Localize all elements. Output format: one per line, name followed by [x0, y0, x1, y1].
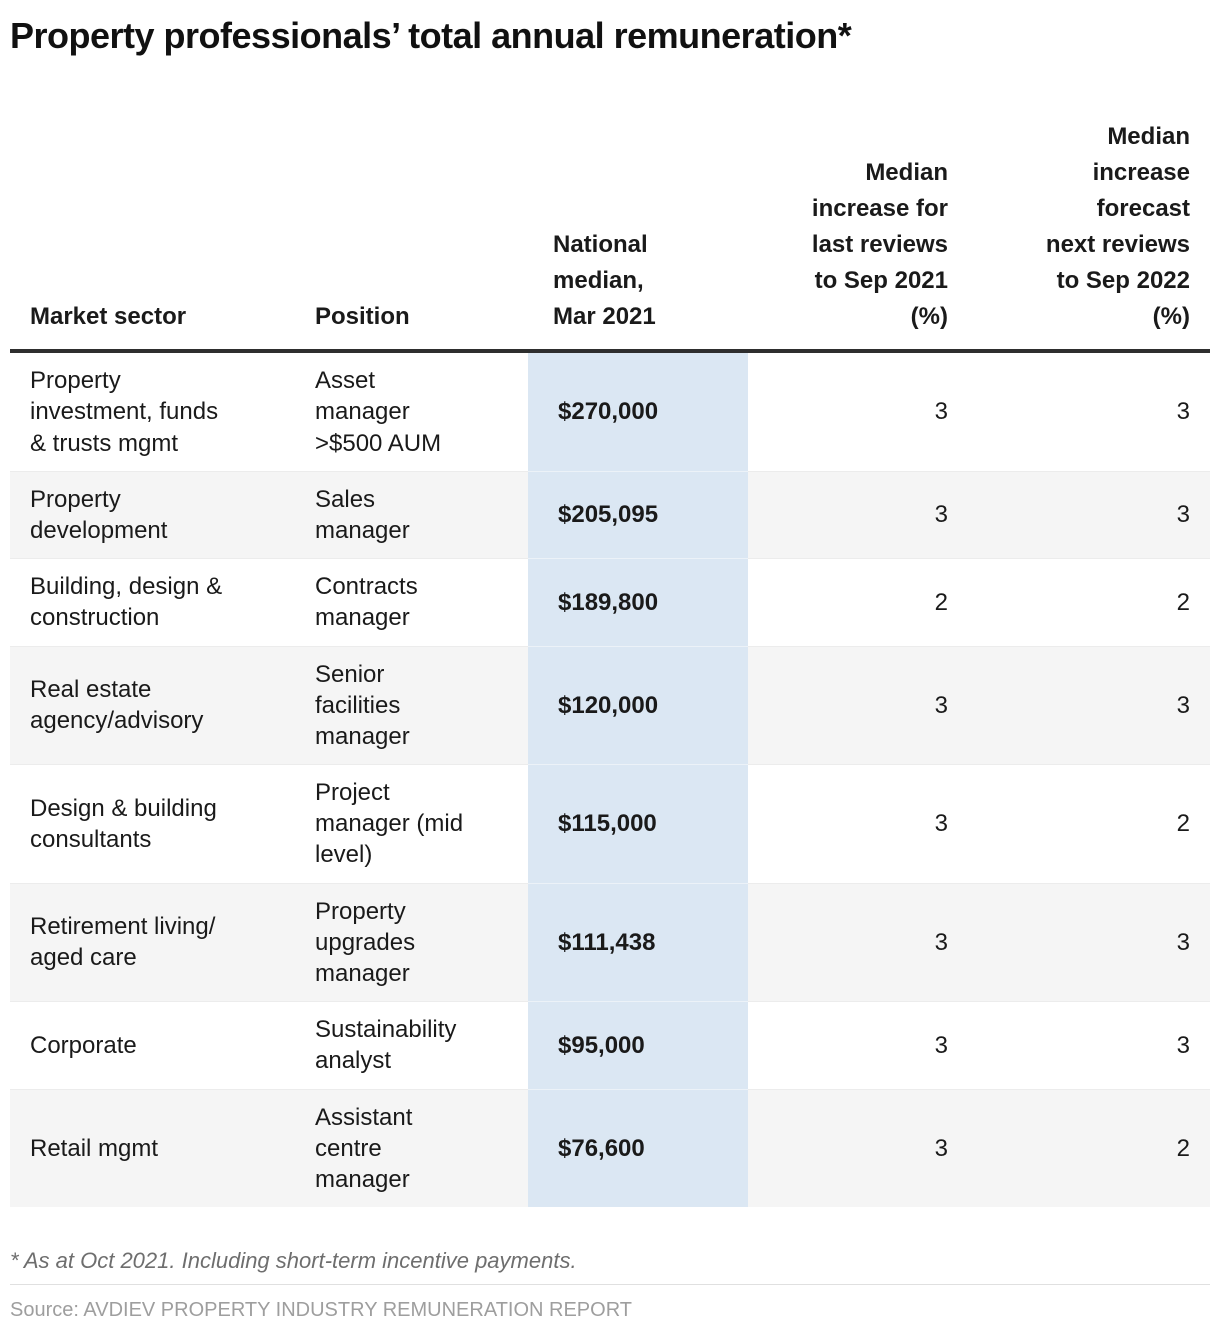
cell-national-median: $189,800 [528, 558, 748, 646]
cell-position: Senior facilities manager [310, 645, 528, 765]
cell-increase-next: 3 [950, 470, 1210, 559]
cell-market-sector: Retail mgmt [10, 1088, 310, 1208]
cell-market-sector: Retirement living/ aged care [10, 882, 310, 1002]
header-row: Market sector Position National median, … [10, 119, 1210, 354]
cell-market-sector: Property investment, funds & trusts mgmt [30, 367, 219, 457]
cell-market-sector: Building, design & construction [10, 558, 310, 646]
table-row: Design & building consultants Project ma… [10, 764, 1210, 884]
table-row: Corporate Sustainability analyst $95,000… [10, 1001, 1210, 1090]
cell-market-sector: Property development [10, 470, 310, 559]
cell-increase-next: 2 [950, 558, 1210, 646]
cell-national-median: $270,000 [528, 351, 748, 472]
table-body: Property investment, funds & trusts mgmt… [10, 351, 1210, 1208]
source-line: Source: AVDIEV PROPERTY INDUSTRY REMUNER… [10, 1283, 1210, 1323]
cell-increase-last: 3 [748, 1088, 950, 1208]
page-title: Property professionals’ total annual rem… [10, 15, 852, 56]
cell-market-sector: Corporate [10, 1001, 310, 1090]
cell-market-sector: Design & building consultants [10, 764, 310, 884]
cell-increase-last: 3 [934, 398, 948, 426]
cell-position: Property upgrades manager [310, 882, 528, 1002]
cell-position: Project manager (mid level) [310, 764, 528, 884]
cell-increase-next: 3 [950, 882, 1210, 1002]
cell-increase-last: 3 [748, 470, 950, 559]
cell-increase-next: 3 [1176, 398, 1190, 426]
cell-position: Sales manager [310, 470, 528, 559]
cell-increase-last: 2 [748, 558, 950, 646]
cell-increase-last: 3 [748, 882, 950, 1002]
cell-national-median: $120,000 [528, 645, 748, 765]
cell-increase-next: 2 [950, 1088, 1210, 1208]
cell-increase-next: 3 [950, 1001, 1210, 1090]
column-header-increase-last: Median increase for last reviews to Sep … [748, 119, 950, 354]
cell-national-median: $205,095 [528, 470, 748, 559]
column-header-increase-next: Median increase forecast next reviews to… [950, 119, 1210, 354]
cell-increase-last: 3 [748, 645, 950, 765]
cell-position: Asset manager >$500 AUM [315, 367, 442, 457]
table-row: Real estate agency/advisory Senior facil… [10, 645, 1210, 765]
column-header-national-median: National median, Mar 2021 [528, 119, 748, 354]
table-header: Market sector Position National median, … [10, 119, 1210, 354]
footnote: * As at Oct 2021. Including short-term i… [10, 1248, 577, 1274]
cell-increase-last: 3 [748, 764, 950, 884]
cell-national-median: $115,000 [528, 764, 748, 884]
table-row: Retirement living/ aged care Property up… [10, 882, 1210, 1002]
column-header-market-sector: Market sector [10, 119, 310, 354]
cell-national-median: $76,600 [528, 1088, 748, 1208]
cell-position: Sustainability analyst [310, 1001, 528, 1090]
cell-increase-last: 3 [748, 1001, 950, 1090]
cell-market-sector: Real estate agency/advisory [10, 645, 310, 765]
cell-position: Assistant centre manager [310, 1088, 528, 1208]
cell-national-median: $95,000 [528, 1001, 748, 1090]
cell-position: Contracts manager [310, 558, 528, 646]
table-row: Property investment, funds & trusts mgmt… [10, 351, 1210, 472]
remuneration-table: Market sector Position National median, … [10, 119, 1210, 1208]
cell-increase-next: 3 [950, 645, 1210, 765]
column-header-position: Position [310, 119, 528, 354]
cell-increase-next: 2 [950, 764, 1210, 884]
cell-national-median: $111,438 [528, 882, 748, 1002]
table-row: Retail mgmt Assistant centre manager $76… [10, 1088, 1210, 1208]
table-row: Property development Sales manager $205,… [10, 470, 1210, 559]
table-row: Building, design & construction Contract… [10, 558, 1210, 646]
